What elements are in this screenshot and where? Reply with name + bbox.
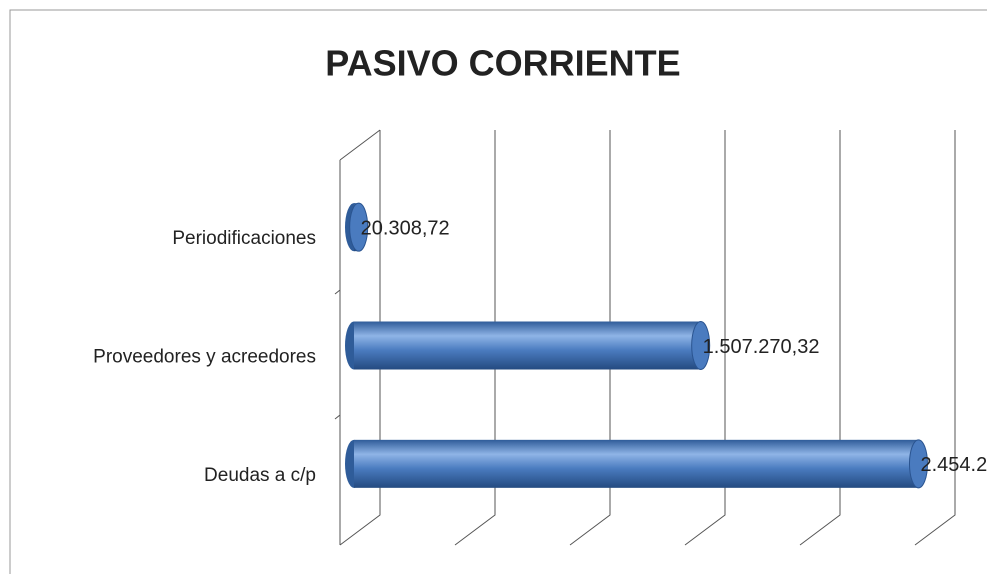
grid-line bbox=[569, 130, 611, 546]
grid-line bbox=[339, 130, 381, 546]
bar-cap bbox=[908, 439, 928, 489]
bar-cap bbox=[349, 202, 369, 252]
data-label: 2.454.256,80 bbox=[920, 454, 987, 476]
data-label: 1.507.270,32 bbox=[703, 336, 820, 358]
axis bbox=[334, 129, 381, 545]
y-tick-label: Periodificaciones bbox=[172, 228, 316, 249]
bar-cap bbox=[691, 321, 711, 370]
y-tick-label: Proveedores y acreedores bbox=[93, 347, 316, 368]
chart-title: PASIVO CORRIENTE bbox=[325, 43, 680, 84]
bar bbox=[354, 439, 919, 488]
grid-line bbox=[799, 130, 841, 546]
grid-line bbox=[914, 130, 956, 546]
grid-line bbox=[684, 130, 726, 546]
bar bbox=[354, 321, 701, 370]
data-label: 20.308,72 bbox=[361, 217, 450, 239]
y-tick-label: Deudas a c/p bbox=[204, 465, 316, 486]
grid-line bbox=[454, 130, 496, 546]
